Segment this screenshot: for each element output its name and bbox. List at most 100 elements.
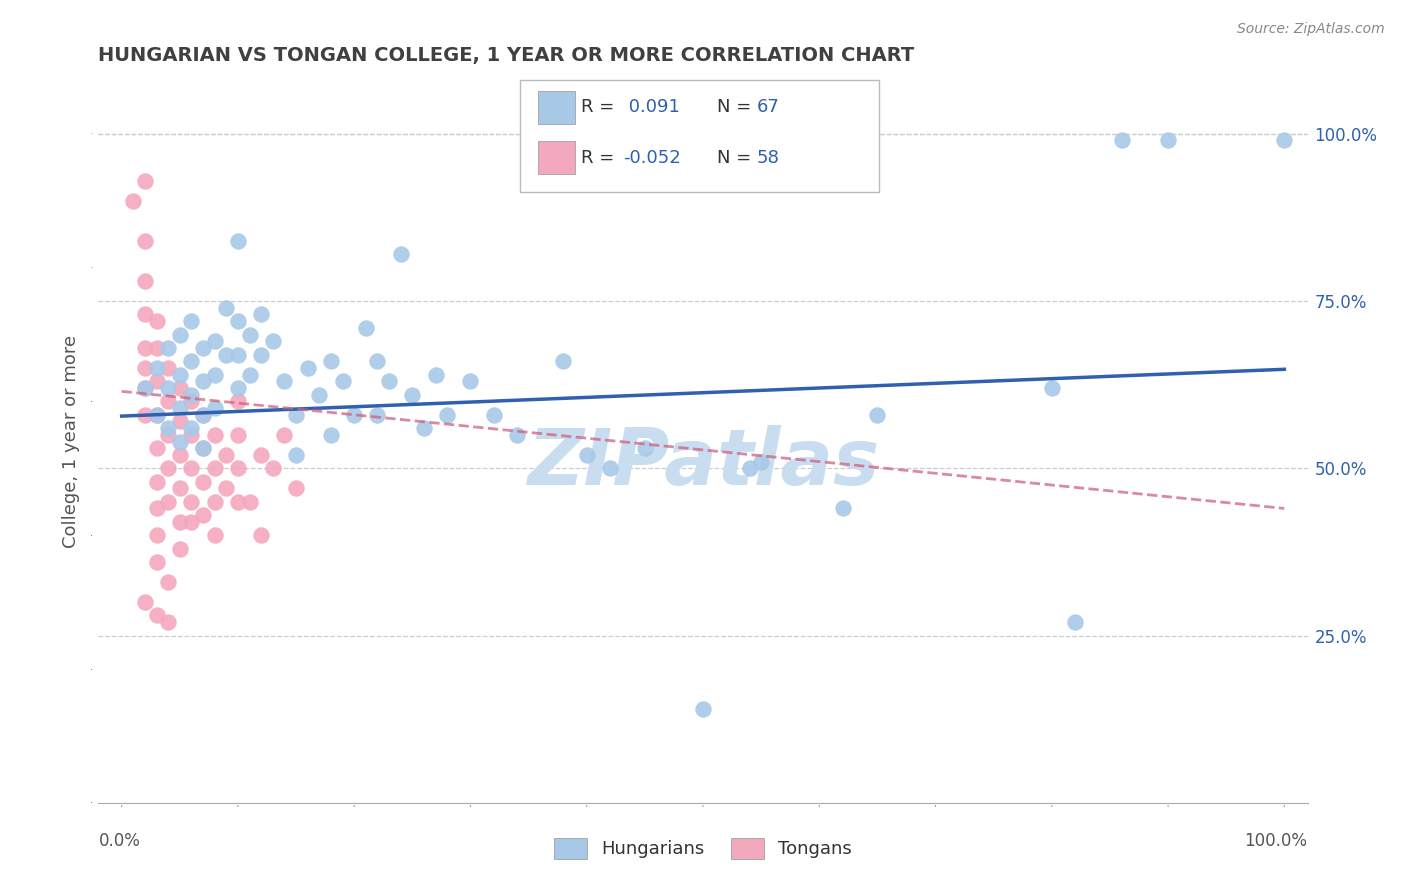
Point — [191, 408, 214, 422]
Point — [1064, 615, 1087, 630]
Point — [250, 448, 273, 462]
Text: R =: R = — [581, 98, 620, 116]
Point — [319, 427, 342, 442]
Point — [226, 348, 249, 362]
Point — [226, 381, 249, 395]
Point — [180, 354, 202, 368]
Point — [204, 427, 226, 442]
Point — [145, 361, 167, 376]
Point — [250, 528, 273, 542]
Point — [180, 461, 202, 475]
Point — [134, 274, 156, 288]
Point — [866, 408, 889, 422]
Point — [226, 461, 249, 475]
Point — [332, 375, 354, 389]
Point — [180, 515, 202, 529]
Point — [134, 408, 156, 422]
Point — [122, 194, 145, 208]
Point — [204, 494, 226, 508]
Point — [145, 442, 167, 455]
Point — [239, 327, 262, 342]
Point — [204, 461, 226, 475]
Point — [145, 341, 167, 355]
Point — [366, 408, 388, 422]
Point — [169, 401, 191, 416]
Point — [169, 515, 191, 529]
Point — [169, 434, 191, 449]
Point — [285, 448, 308, 462]
Point — [250, 348, 273, 362]
Point — [378, 375, 401, 389]
Point — [354, 321, 377, 335]
Point — [285, 482, 308, 496]
Point — [831, 501, 853, 516]
Point — [145, 375, 167, 389]
Point — [134, 381, 156, 395]
Point — [169, 541, 191, 556]
Point — [204, 334, 226, 349]
Point — [226, 234, 249, 248]
Point — [239, 368, 262, 382]
Point — [226, 394, 249, 409]
Text: -0.052: -0.052 — [623, 149, 681, 167]
Point — [460, 375, 482, 389]
Point — [180, 494, 202, 508]
Point — [169, 414, 191, 429]
Point — [319, 354, 342, 368]
Point — [204, 401, 226, 416]
Point — [226, 314, 249, 328]
Point — [180, 387, 202, 401]
Point — [180, 421, 202, 435]
Point — [204, 528, 226, 542]
Point — [1272, 134, 1295, 148]
Point — [389, 247, 412, 261]
Point — [157, 427, 180, 442]
Point — [1157, 134, 1180, 148]
Point — [145, 408, 167, 422]
Point — [413, 421, 436, 435]
Point — [145, 528, 167, 542]
Point — [285, 408, 308, 422]
Point — [169, 368, 191, 382]
Text: 0.0%: 0.0% — [98, 831, 141, 850]
Point — [250, 307, 273, 322]
Point — [215, 301, 238, 315]
Point — [215, 348, 238, 362]
Point — [157, 494, 180, 508]
Point — [425, 368, 447, 382]
Point — [204, 368, 226, 382]
Point — [215, 448, 238, 462]
Point — [191, 442, 214, 455]
Text: Source: ZipAtlas.com: Source: ZipAtlas.com — [1237, 22, 1385, 37]
Text: N =: N = — [717, 98, 756, 116]
Text: 58: 58 — [756, 149, 779, 167]
Text: 100.0%: 100.0% — [1244, 831, 1308, 850]
Point — [157, 394, 180, 409]
Point — [191, 508, 214, 523]
Point — [191, 375, 214, 389]
Point — [134, 381, 156, 395]
Legend: Hungarians, Tongans: Hungarians, Tongans — [547, 830, 859, 866]
Point — [553, 354, 575, 368]
Point — [692, 702, 714, 716]
Point — [262, 334, 284, 349]
Point — [157, 381, 180, 395]
Point — [134, 173, 156, 188]
Point — [180, 394, 202, 409]
Point — [308, 387, 330, 401]
Point — [1111, 134, 1133, 148]
Point — [738, 461, 761, 475]
Point — [191, 475, 214, 489]
Point — [215, 482, 238, 496]
Point — [157, 461, 180, 475]
Text: 67: 67 — [756, 98, 779, 116]
Point — [169, 448, 191, 462]
Point — [134, 595, 156, 609]
Point — [145, 475, 167, 489]
Point — [157, 421, 180, 435]
Point — [273, 375, 295, 389]
Point — [191, 341, 214, 355]
Point — [157, 341, 180, 355]
Point — [226, 494, 249, 508]
Point — [180, 314, 202, 328]
